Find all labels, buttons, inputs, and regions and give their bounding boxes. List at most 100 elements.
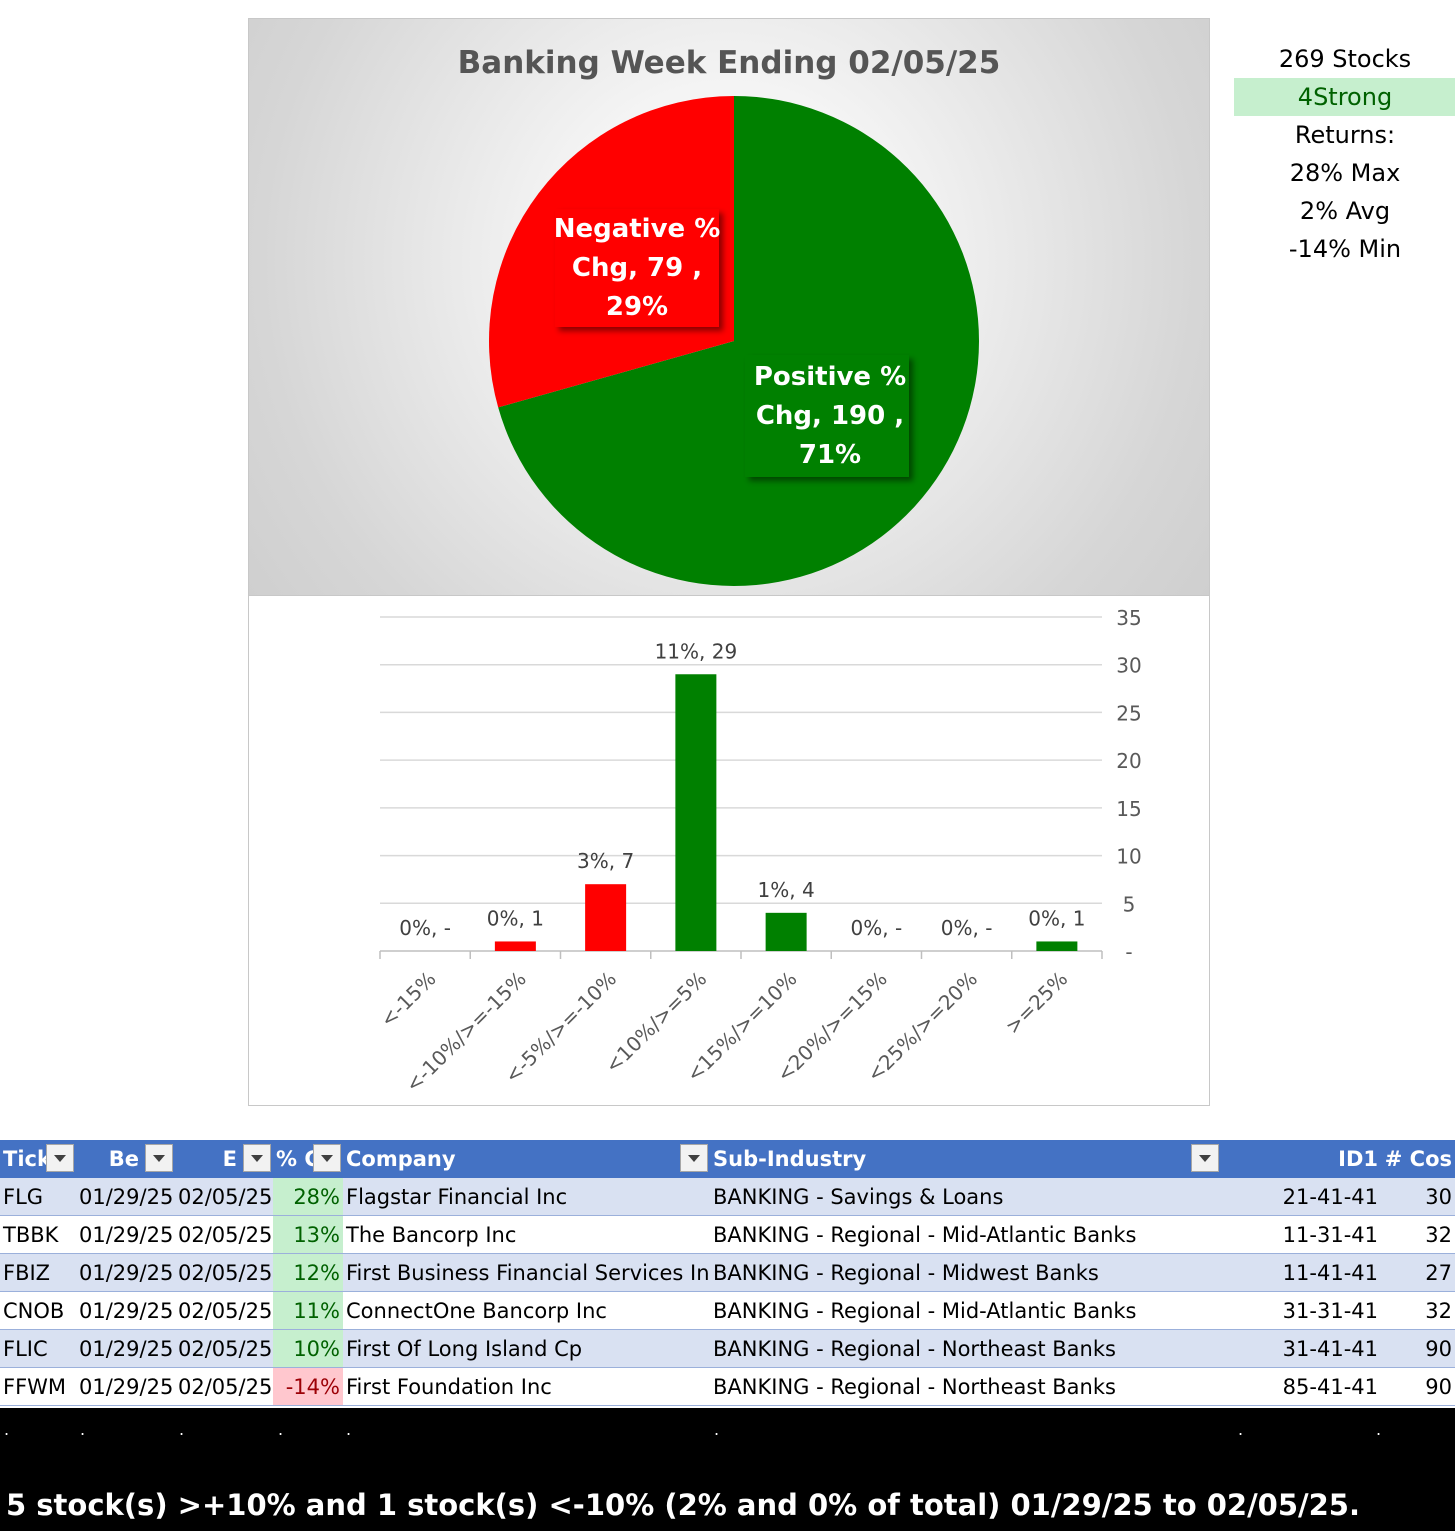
table-row[interactable]: FBIZ 01/29/25 02/05/25 12% First Business Fi… bbox=[0, 1253, 1455, 1292]
category-label: <-15% bbox=[375, 967, 440, 1032]
table-row[interactable]: FFWM 01/29/25 02/05/25 -14% First Foundation… bbox=[0, 1367, 1455, 1406]
bar-chart-panel: -5 10 15 20 25 30 35 0%, - <-15% 0%, 1 <-10%/>=-15… bbox=[248, 596, 1210, 1106]
bar bbox=[675, 674, 717, 951]
bar bbox=[1036, 941, 1078, 951]
footer-dot: . bbox=[1376, 1420, 1382, 1439]
cell-pct-change: 12% bbox=[273, 1253, 343, 1292]
pie-chart-panel: Banking Week Ending 02/05/25 Negative % … bbox=[248, 18, 1210, 596]
pie-label-positive: Positive % Chg, 190 , 71% bbox=[745, 355, 909, 477]
header-ticker[interactable]: Tick bbox=[0, 1140, 76, 1178]
svg-text:Chg, 190 ,: Chg, 190 , bbox=[756, 401, 904, 431]
cell-pct-change: 11% bbox=[273, 1291, 343, 1330]
cell-company: ConnectOne Bancorp Inc bbox=[343, 1291, 710, 1330]
table-row[interactable]: FLG 01/29/25 02/05/25 28% Flagstar Financial… bbox=[0, 1178, 1455, 1216]
data-label: 0%, 1 bbox=[1028, 906, 1085, 930]
footer-dot: . bbox=[80, 1420, 86, 1439]
table-header-row: Tick Be E % C Company Sub-Industry ID1 #… bbox=[0, 1140, 1455, 1178]
footer-dot: . bbox=[4, 1420, 10, 1439]
cell-ticker: FFWM bbox=[0, 1367, 76, 1406]
cell-end-date: 02/05/25 bbox=[175, 1291, 273, 1330]
cell-ticker: FBIZ bbox=[0, 1253, 76, 1292]
data-label: 1%, 4 bbox=[758, 878, 815, 902]
cell-begin-date: 01/29/25 bbox=[76, 1215, 175, 1254]
svg-text:Negative %: Negative % bbox=[554, 214, 721, 244]
cell-begin-date: 01/29/25 bbox=[76, 1178, 175, 1216]
cell-num-cos: 90 bbox=[1381, 1367, 1455, 1406]
cell-ticker: FLIC bbox=[0, 1329, 76, 1368]
filter-dropdown-icon[interactable] bbox=[680, 1144, 708, 1172]
header-begin[interactable]: Be bbox=[76, 1140, 175, 1178]
svg-text:71%: 71% bbox=[799, 440, 861, 470]
footer-dot: . bbox=[1238, 1420, 1244, 1439]
data-label: 0%, 1 bbox=[487, 906, 544, 930]
cell-ticker: CNOB bbox=[0, 1291, 76, 1330]
cell-id1: 31-31-41 bbox=[1237, 1291, 1381, 1330]
header-company[interactable]: Company bbox=[343, 1140, 710, 1178]
summary-stats: 269 Stocks 4Strong Returns: 28% Max 2% A… bbox=[1234, 40, 1455, 268]
cell-begin-date: 01/29/25 bbox=[76, 1367, 175, 1406]
cell-id1: 85-41-41 bbox=[1237, 1367, 1381, 1406]
data-label: 0%, - bbox=[851, 916, 903, 940]
cell-ticker: TBBK bbox=[0, 1215, 76, 1254]
cell-num-cos: 27 bbox=[1381, 1253, 1455, 1292]
cell-num-cos: 90 bbox=[1381, 1329, 1455, 1368]
y-tick-label: 10 bbox=[1116, 845, 1141, 869]
filter-dropdown-icon[interactable] bbox=[243, 1144, 271, 1172]
filter-dropdown-icon[interactable] bbox=[46, 1144, 74, 1172]
cell-company: First Of Long Island Cp bbox=[343, 1329, 710, 1368]
svg-text:29%: 29% bbox=[606, 292, 668, 322]
table-row[interactable]: FLIC 01/29/25 02/05/25 10% First Of Long Isl… bbox=[0, 1329, 1455, 1368]
cell-company: First Foundation Inc bbox=[343, 1367, 710, 1406]
pie-chart-title: Banking Week Ending 02/05/25 bbox=[457, 45, 1001, 81]
header-sub-industry[interactable]: Sub-Industry bbox=[710, 1140, 1237, 1178]
cell-sub-industry: BANKING - Savings & Loans bbox=[710, 1178, 1237, 1216]
summary-text: 5 stock(s) >+10% and 1 stock(s) <-10% (2… bbox=[6, 1488, 1360, 1522]
cell-id1: 11-31-41 bbox=[1237, 1215, 1381, 1254]
y-tick-label: 20 bbox=[1116, 749, 1141, 773]
cell-begin-date: 01/29/25 bbox=[76, 1329, 175, 1368]
header-end[interactable]: E bbox=[175, 1140, 273, 1178]
cell-company: The Bancorp Inc bbox=[343, 1215, 710, 1254]
header-num-cos[interactable]: # Cos bbox=[1381, 1140, 1455, 1178]
category-label: >=25% bbox=[1000, 967, 1072, 1039]
cell-pct-change: 13% bbox=[273, 1215, 343, 1254]
y-tick-label: 30 bbox=[1116, 654, 1141, 678]
cell-begin-date: 01/29/25 bbox=[76, 1253, 175, 1292]
filter-dropdown-icon[interactable] bbox=[145, 1144, 173, 1172]
bar bbox=[585, 884, 627, 951]
cell-pct-change: 10% bbox=[273, 1329, 343, 1368]
y-tick-label: - bbox=[1125, 940, 1132, 964]
y-tick-label: 25 bbox=[1116, 701, 1141, 725]
filter-dropdown-icon[interactable] bbox=[1191, 1144, 1219, 1172]
cell-id1: 21-41-41 bbox=[1237, 1178, 1381, 1216]
cell-sub-industry: BANKING - Regional - Northeast Banks bbox=[710, 1329, 1237, 1368]
cell-id1: 31-41-41 bbox=[1237, 1329, 1381, 1368]
cell-pct-change: -14% bbox=[273, 1367, 343, 1406]
footer-dot: . bbox=[346, 1420, 352, 1439]
y-tick-label: 35 bbox=[1116, 606, 1141, 630]
table-row[interactable]: CNOB 01/29/25 02/05/25 11% ConnectOne Bancor… bbox=[0, 1291, 1455, 1330]
table-row[interactable]: TBBK 01/29/25 02/05/25 13% The Bancorp Inc BA… bbox=[0, 1215, 1455, 1254]
header-id1[interactable]: ID1 bbox=[1237, 1140, 1381, 1178]
min-return: -14% Min bbox=[1288, 235, 1402, 263]
filter-dropdown-icon[interactable] bbox=[313, 1144, 341, 1172]
cell-sub-industry: BANKING - Regional - Midwest Banks bbox=[710, 1253, 1237, 1292]
cell-sub-industry: BANKING - Regional - Northeast Banks bbox=[710, 1367, 1237, 1406]
cell-end-date: 02/05/25 bbox=[175, 1178, 273, 1216]
cell-company: Flagstar Financial Inc bbox=[343, 1178, 710, 1216]
footer-bar: . . . . . . . . 5 stock(s) >+10% and 1 s… bbox=[0, 1408, 1455, 1531]
cell-end-date: 02/05/25 bbox=[175, 1367, 273, 1406]
footer-dot: . bbox=[179, 1420, 185, 1439]
header-pct-change[interactable]: % C bbox=[273, 1140, 343, 1178]
stock-count: 269 Stocks bbox=[1278, 45, 1412, 73]
cell-num-cos: 30 bbox=[1381, 1178, 1455, 1216]
cell-end-date: 02/05/25 bbox=[175, 1253, 273, 1292]
cell-end-date: 02/05/25 bbox=[175, 1215, 273, 1254]
pie-label-negative: Negative % Chg, 79 , 29% bbox=[554, 209, 721, 327]
svg-text:Chg, 79 ,: Chg, 79 , bbox=[572, 253, 702, 283]
cell-id1: 11-41-41 bbox=[1237, 1253, 1381, 1292]
cell-sub-industry: BANKING - Regional - Mid-Atlantic Banks bbox=[710, 1291, 1237, 1330]
bar bbox=[494, 941, 536, 951]
cell-company: First Business Financial Services Inc bbox=[343, 1253, 710, 1292]
